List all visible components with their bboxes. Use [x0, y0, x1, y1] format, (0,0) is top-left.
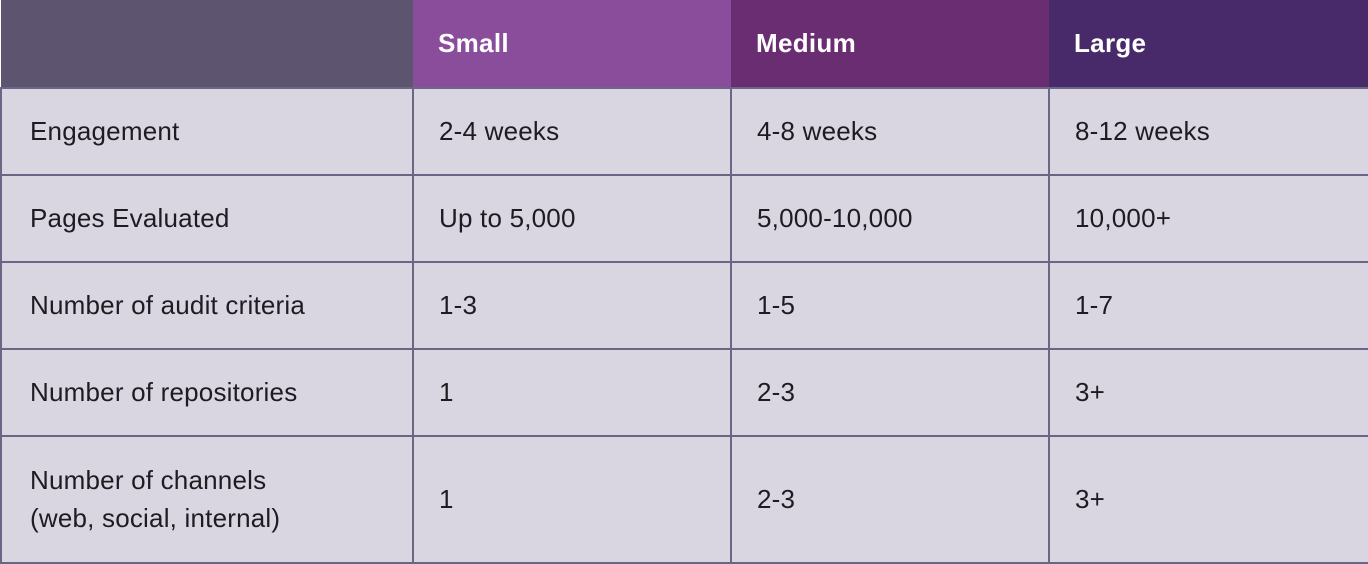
row-label: Engagement [0, 87, 414, 176]
cell-value: 1-7 [1048, 261, 1368, 350]
cell-value: 3+ [1048, 435, 1368, 564]
cell-value: 8-12 weeks [1048, 87, 1368, 176]
header-cell-small: Small [413, 0, 731, 88]
row-label: Number of channels (web, social, interna… [0, 435, 414, 564]
row-label: Pages Evaluated [0, 174, 414, 263]
cell-value: 10,000+ [1048, 174, 1368, 263]
cell-value: 2-3 [730, 348, 1050, 437]
table-row-engagement: Engagement 2-4 weeks 4-8 weeks 8-12 week… [0, 87, 1368, 176]
table-row-repositories: Number of repositories 1 2-3 3+ [0, 348, 1368, 437]
cell-value: Up to 5,000 [412, 174, 732, 263]
table-row-pages-evaluated: Pages Evaluated Up to 5,000 5,000-10,000… [0, 174, 1368, 263]
header-cell-empty [1, 0, 413, 88]
cell-value: 1 [412, 348, 732, 437]
cell-value: 1-5 [730, 261, 1050, 350]
header-cell-large: Large [1049, 0, 1368, 88]
cell-value: 1-3 [412, 261, 732, 350]
row-label: Number of audit criteria [0, 261, 414, 350]
header-cell-medium: Medium [731, 0, 1049, 88]
table-body: Engagement 2-4 weeks 4-8 weeks 8-12 week… [0, 87, 1368, 564]
cell-value: 4-8 weeks [730, 87, 1050, 176]
cell-value: 2-4 weeks [412, 87, 732, 176]
table-row-audit-criteria: Number of audit criteria 1-3 1-5 1-7 [0, 261, 1368, 350]
table-row-channels: Number of channels (web, social, interna… [0, 435, 1368, 564]
header-row: Small Medium Large [1, 0, 1368, 88]
cell-value: 2-3 [730, 435, 1050, 564]
cell-value: 3+ [1048, 348, 1368, 437]
cell-value: 5,000-10,000 [730, 174, 1050, 263]
table-header: Small Medium Large [1, 0, 1368, 88]
cell-value: 1 [412, 435, 732, 564]
row-label: Number of repositories [0, 348, 414, 437]
